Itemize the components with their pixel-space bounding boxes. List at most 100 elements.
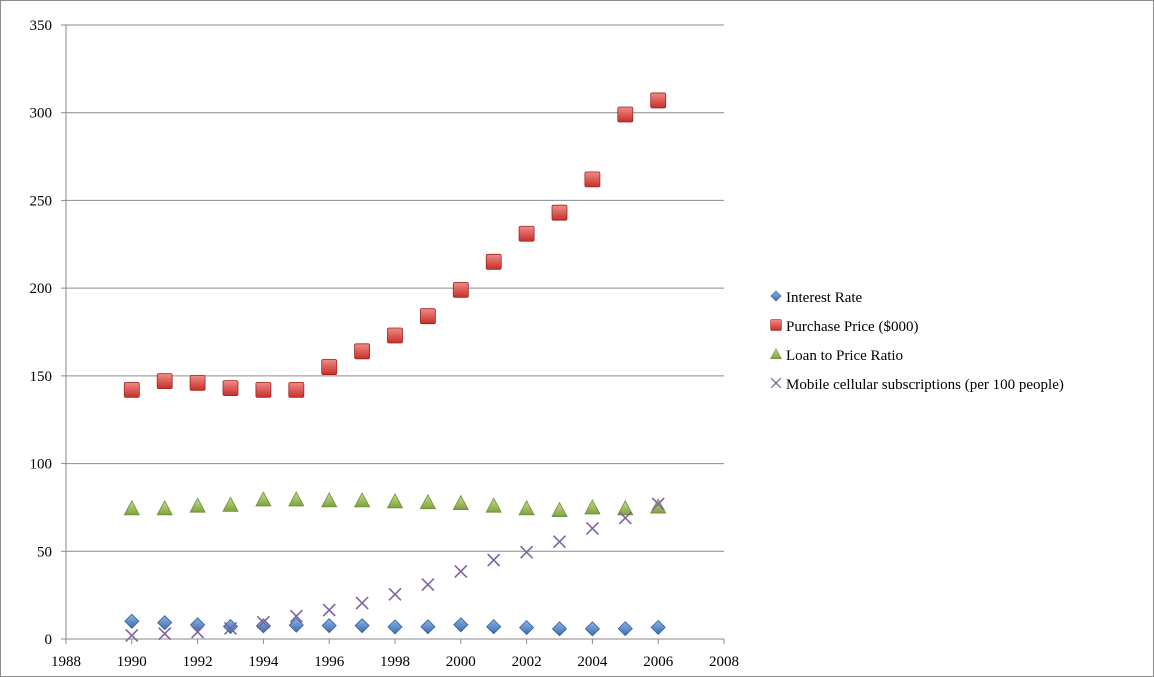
legend-item: Mobile cellular subscriptions (per 100 p… (770, 377, 1064, 393)
x-tick-label: 1994 (248, 654, 279, 670)
point-diamond-1991 (157, 615, 173, 631)
point-x-1994 (256, 615, 270, 629)
point-triangle-2005 (617, 499, 634, 516)
point-x-2002 (520, 545, 534, 559)
point-diamond-1992 (190, 617, 206, 633)
point-diamond-1990 (124, 613, 140, 629)
legend-item: Purchase Price ($000) (770, 319, 918, 335)
legend-label: Purchase Price ($000) (786, 319, 918, 335)
point-triangle-2001 (485, 497, 502, 513)
point-square-1998 (387, 327, 403, 344)
point-diamond-2004 (584, 621, 600, 637)
point-x-1991 (158, 627, 172, 641)
point-x-1993 (223, 621, 238, 636)
point-square-1996 (321, 359, 338, 375)
point-x-1996 (322, 603, 336, 617)
point-triangle-2000 (452, 494, 469, 510)
point-square-2004 (584, 171, 601, 188)
x-tick-label: 1996 (314, 654, 345, 670)
point-diamond-1999 (420, 619, 436, 635)
point-square-2006 (650, 92, 667, 109)
point-square-1992 (189, 374, 206, 391)
point-square-1994 (255, 381, 272, 398)
y-tick-label: 300 (30, 106, 53, 122)
point-triangle-1994 (255, 491, 272, 507)
x-tick-label: 1998 (380, 654, 410, 670)
legend: Interest Rate Purchase Price ($000) Loan t… (770, 290, 1064, 393)
x-tick-label: 1990 (117, 654, 147, 670)
x-tick-label: 2008 (709, 654, 739, 670)
point-triangle-2004 (584, 499, 601, 515)
point-x-1990 (125, 628, 139, 643)
point-diamond-2005 (617, 621, 633, 637)
point-triangle-1996 (321, 492, 338, 508)
x-tick-label: 2006 (643, 654, 674, 670)
point-x-1999 (421, 578, 435, 592)
legend-marker-x (770, 377, 782, 389)
y-axis-ticks: 0 50 100 150 200 250 300 350 (30, 18, 66, 648)
y-tick-label: 350 (30, 18, 53, 34)
point-diamond-1995 (288, 617, 304, 633)
y-tick-label: 200 (30, 281, 53, 297)
point-diamond-2000 (453, 617, 469, 633)
y-tick-label: 0 (45, 632, 53, 648)
point-triangle-2002 (518, 499, 535, 516)
point-square-1991 (156, 373, 173, 390)
point-triangle-1995 (288, 491, 305, 507)
y-tick-label: 50 (37, 544, 52, 560)
point-x-2006 (651, 497, 665, 511)
y-tick-label: 150 (30, 369, 53, 385)
point-x-2003 (552, 535, 567, 549)
point-triangle-2006 (650, 498, 667, 514)
point-triangle-2003 (551, 501, 568, 517)
point-square-2005 (617, 106, 634, 123)
point-x-2005 (618, 511, 632, 525)
legend-label: Interest Rate (786, 290, 863, 306)
point-diamond-2002 (519, 620, 535, 636)
point-x-2000 (454, 564, 468, 579)
data-points (123, 92, 667, 643)
legend-label: Loan to Price Ratio (786, 348, 903, 364)
point-triangle-1992 (189, 497, 206, 513)
legend-item: Interest Rate (770, 290, 863, 306)
x-tick-label: 2000 (446, 654, 476, 670)
point-diamond-1998 (387, 619, 403, 635)
point-x-2001 (487, 553, 501, 567)
gridlines (66, 24, 724, 552)
point-x-1998 (388, 587, 402, 601)
legend-marker-diamond (770, 290, 782, 302)
point-x-2004 (585, 521, 599, 536)
point-triangle-1991 (156, 499, 173, 516)
x-tick-label: 1992 (183, 654, 213, 670)
point-square-1993 (222, 380, 239, 397)
point-triangle-1998 (386, 492, 404, 509)
point-square-1997 (354, 343, 371, 360)
point-diamond-1994 (255, 618, 271, 634)
y-tick-label: 100 (30, 457, 53, 473)
x-tick-label: 2002 (512, 654, 542, 670)
x-tick-label: 1988 (51, 654, 81, 670)
point-square-1990 (123, 381, 140, 398)
point-triangle-1999 (419, 493, 437, 510)
point-square-2002 (518, 225, 535, 242)
legend-label: Mobile cellular subscriptions (per 100 p… (786, 377, 1064, 393)
point-diamond-1996 (321, 618, 337, 634)
point-square-2000 (452, 281, 469, 298)
y-tick-label: 250 (30, 193, 53, 209)
point-square-1999 (419, 308, 436, 325)
point-diamond-1997 (354, 618, 370, 634)
point-triangle-1993 (222, 496, 239, 512)
point-x-1992 (191, 625, 205, 639)
point-square-2001 (485, 253, 502, 270)
point-x-1995 (289, 609, 303, 623)
point-square-1995 (288, 381, 305, 398)
point-triangle-1990 (123, 499, 140, 516)
point-square-2003 (551, 204, 568, 221)
point-diamond-2001 (486, 619, 502, 635)
point-diamond-2003 (551, 621, 568, 637)
point-diamond-1993 (222, 618, 239, 635)
legend-item: Loan to Price Ratio (770, 347, 903, 364)
legend-marker-triangle (770, 347, 782, 359)
x-tick-label: 2004 (577, 654, 608, 670)
